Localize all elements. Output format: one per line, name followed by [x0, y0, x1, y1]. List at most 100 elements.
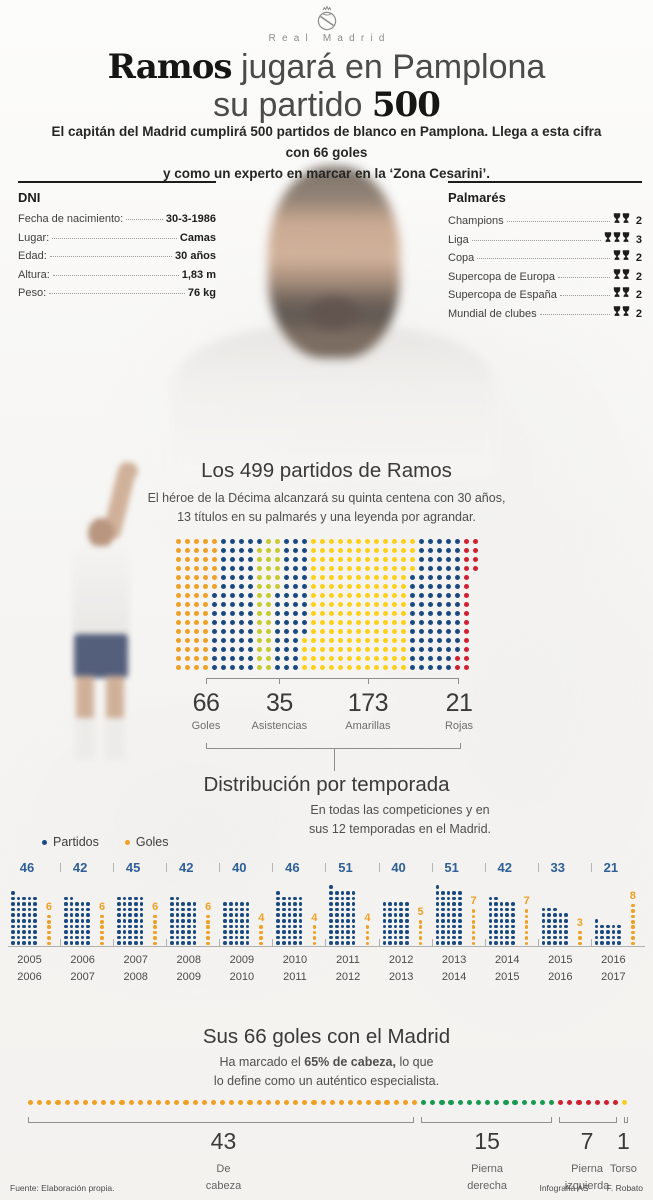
- dot: [223, 930, 227, 934]
- dot: [410, 629, 415, 634]
- dot: [419, 602, 424, 607]
- dot: [335, 919, 339, 923]
- dot: [170, 941, 174, 945]
- dot: [494, 913, 498, 918]
- dot: [176, 638, 181, 643]
- dot: [329, 620, 334, 625]
- dot: [281, 935, 286, 940]
- dot: [176, 629, 181, 634]
- dot: [175, 919, 180, 923]
- season-goles-value: 6: [152, 900, 159, 913]
- dot: [139, 924, 144, 929]
- dot: [475, 1100, 482, 1106]
- temporada-sub-line1: En todas las competiciones y en: [310, 803, 490, 817]
- dot: [388, 924, 392, 929]
- dot: [69, 919, 74, 923]
- dot: [541, 935, 546, 940]
- stat-label: Goles: [191, 720, 221, 732]
- year-line: 2012: [335, 970, 361, 983]
- dot: [281, 896, 286, 901]
- dot: [22, 930, 26, 934]
- dot: [33, 930, 37, 934]
- dot: [446, 566, 451, 571]
- season-dot-chart: 7: [435, 883, 480, 946]
- dot: [541, 907, 546, 912]
- season-goles-value: 6: [98, 900, 106, 913]
- dot: [230, 611, 235, 616]
- dot: [276, 924, 280, 929]
- dot: [441, 902, 445, 906]
- dot: [446, 930, 451, 934]
- dot: [275, 584, 280, 589]
- head-shape: [88, 518, 114, 548]
- dot: [365, 620, 370, 625]
- dot: [185, 566, 190, 571]
- dot: [248, 584, 253, 589]
- dot: [11, 896, 15, 901]
- dot: [388, 941, 392, 945]
- goles-type-value: 15: [474, 1128, 500, 1154]
- palmares-label: Mundial de clubes: [448, 307, 537, 320]
- dot: [117, 935, 121, 940]
- partidos-dot-block: [63, 896, 91, 946]
- dot: [212, 629, 217, 634]
- dot: [452, 896, 456, 901]
- dot: [240, 941, 244, 945]
- dot: [558, 1100, 564, 1106]
- dni-label: Lugar:: [18, 231, 50, 244]
- dot: [293, 941, 297, 945]
- dot: [338, 629, 343, 634]
- dot: [471, 930, 476, 935]
- dot: [245, 913, 250, 918]
- dni-label: Peso:: [18, 287, 47, 299]
- goles-type-label: derecha: [467, 1180, 507, 1193]
- dot: [464, 548, 469, 553]
- dot: [512, 1100, 518, 1106]
- dot: [329, 896, 334, 901]
- dot: [153, 941, 157, 946]
- dot: [320, 665, 325, 670]
- dot: [230, 602, 235, 607]
- dot: [441, 930, 445, 934]
- dot: [284, 557, 289, 562]
- dot: [181, 919, 186, 923]
- dot: [239, 665, 244, 670]
- dot: [128, 896, 132, 901]
- dot: [558, 930, 563, 934]
- dot: [383, 638, 388, 643]
- dot: [419, 620, 424, 625]
- stat-item: 66 Goles: [192, 689, 221, 732]
- dot: [230, 548, 235, 553]
- dot: [287, 941, 292, 945]
- dot: [276, 941, 280, 945]
- dot: [281, 913, 286, 918]
- dot: [392, 575, 397, 580]
- dot: [594, 1100, 600, 1106]
- temporada-section-title: Distribución por temporada: [203, 773, 450, 796]
- dot: [11, 941, 15, 945]
- dot: [259, 936, 264, 940]
- season-partidos-value: 21: [603, 860, 619, 875]
- dot: [541, 924, 546, 929]
- dot: [458, 907, 462, 912]
- dot: [466, 1100, 472, 1106]
- dni-value: 30-3-1986: [165, 213, 216, 225]
- dot: [365, 584, 370, 589]
- dot: [600, 924, 605, 929]
- dot: [488, 919, 493, 923]
- dot: [458, 902, 462, 906]
- dot: [594, 935, 599, 940]
- dot: [473, 557, 478, 562]
- dot: [446, 924, 451, 929]
- dot: [100, 925, 104, 929]
- season-dot-chart: 6: [116, 883, 161, 946]
- dot: [238, 1100, 244, 1106]
- dot: [428, 638, 433, 643]
- dotted-leader: [52, 274, 179, 276]
- dot: [428, 584, 433, 589]
- dot: [165, 1100, 171, 1106]
- stats-bracket: [206, 743, 461, 771]
- dot: [33, 941, 37, 945]
- dot: [170, 924, 174, 929]
- dot: [185, 629, 190, 634]
